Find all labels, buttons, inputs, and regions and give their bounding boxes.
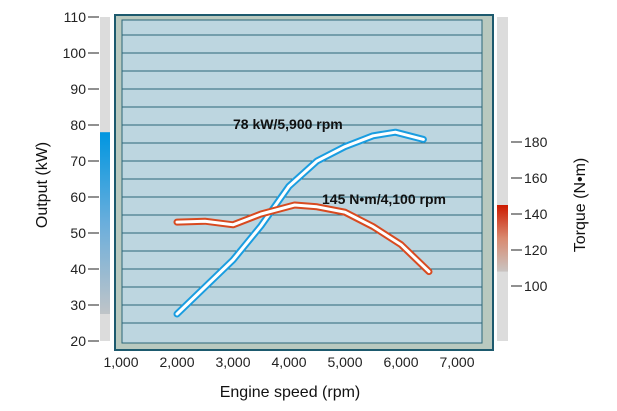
x-tick-label: 3,000 <box>215 354 250 370</box>
y-tick-label: 30 <box>70 297 86 313</box>
x-tick-label: 1,000 <box>103 354 138 370</box>
y2-axis-label: Torque (N•m) <box>572 158 589 253</box>
output-curve <box>175 130 425 316</box>
power-peak-annotation: 78 kW/5,900 rpm <box>233 116 343 132</box>
y-tick-label: 40 <box>70 261 86 277</box>
torque-range-bar <box>497 205 508 272</box>
y-tick-label: 110 <box>64 9 87 25</box>
y-tick-label: 80 <box>70 117 86 133</box>
y2-tick-label: 160 <box>524 170 548 186</box>
y-axis-label: Output (kW) <box>34 142 51 228</box>
y2-tick-label: 180 <box>524 134 548 150</box>
x-tick-label: 4,000 <box>271 354 306 370</box>
x-tick-label: 5,000 <box>327 354 362 370</box>
y-tick-label: 70 <box>70 153 86 169</box>
x-axis-label: Engine speed (rpm) <box>220 384 361 401</box>
y-tick-label: 100 <box>63 45 87 61</box>
y-tick-label: 20 <box>70 333 86 349</box>
torque-scale-bar <box>497 17 508 341</box>
y-tick-label: 50 <box>70 225 86 241</box>
y-tick-label: 60 <box>70 189 86 205</box>
x-tick-label: 2,000 <box>159 354 194 370</box>
y2-tick-label: 100 <box>524 278 548 294</box>
torque-peak-annotation: 145 N•m/4,100 rpm <box>322 191 446 207</box>
output-range-bar <box>100 132 110 314</box>
y2-tick-label: 120 <box>524 242 548 258</box>
x-tick-label: 7,000 <box>439 354 474 370</box>
x-tick-label: 6,000 <box>383 354 418 370</box>
y2-tick-label: 140 <box>524 206 548 222</box>
plot-area <box>121 19 483 344</box>
y-tick-label: 90 <box>70 81 86 97</box>
torque-curve <box>175 203 431 274</box>
